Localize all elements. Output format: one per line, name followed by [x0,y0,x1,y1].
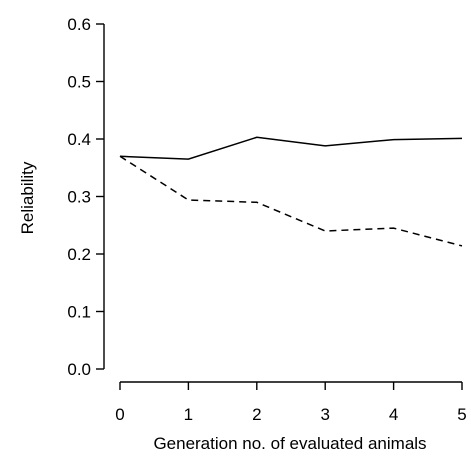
y-tick-label: 0.5 [67,73,91,92]
x-axis-title: Generation no. of evaluated animals [153,434,426,453]
y-axis-title: Reliability [18,161,37,234]
y-tick-label: 0.0 [67,360,91,379]
x-tick-label: 2 [252,405,261,424]
x-tick-label: 4 [389,405,398,424]
y-tick-label: 0.3 [67,188,91,207]
x-tick-label: 3 [320,405,329,424]
y-tick-label: 0.2 [67,245,91,264]
x-tick-label: 5 [457,405,466,424]
dashed-series-line [119,155,463,247]
series-layer [119,136,463,247]
y-tick-label: 0.4 [67,130,91,149]
axes: 0.0 0.1 0.2 0.3 0.4 0.5 0.6 0 1 2 3 4 5 [67,15,466,424]
y-tick-label: 0.1 [67,303,91,322]
x-tick-label: 1 [184,405,193,424]
y-tick-label: 0.6 [67,15,91,34]
x-tick-label: 0 [115,405,124,424]
solid-series-line [119,136,463,160]
